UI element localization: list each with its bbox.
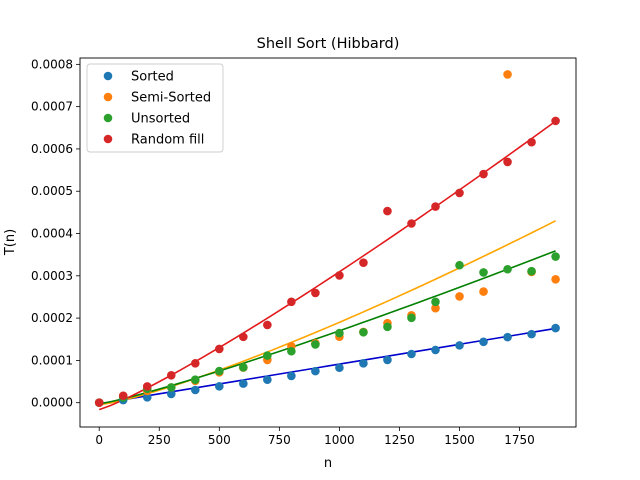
data-point xyxy=(359,258,368,267)
data-point xyxy=(190,359,200,368)
data-point xyxy=(311,288,320,298)
data-point xyxy=(503,70,512,79)
fit-line xyxy=(99,250,556,405)
data-point xyxy=(287,346,296,356)
y-axis-label: T(n) xyxy=(3,229,18,256)
legend-marker xyxy=(103,92,113,102)
data-point xyxy=(359,327,368,337)
data-point xyxy=(263,351,272,360)
x-tick-label: 1250 xyxy=(384,433,415,447)
data-point xyxy=(551,275,560,284)
chart-title: Shell Sort (Hibbard) xyxy=(257,36,400,52)
data-point xyxy=(118,391,128,401)
y-tick-label: 0.0005 xyxy=(31,184,73,198)
data-point xyxy=(479,287,488,296)
data-point xyxy=(94,398,104,407)
x-tick-label: 1750 xyxy=(504,433,535,447)
data-point xyxy=(166,370,176,380)
x-axis: 0 250 500 750 1000 1250 1500 1750 xyxy=(95,427,535,447)
data-point xyxy=(190,385,200,395)
y-tick-label: 0.0001 xyxy=(31,353,73,367)
data-point xyxy=(166,389,176,399)
data-point xyxy=(527,137,536,147)
legend-label: Random fill xyxy=(131,133,204,148)
data-point xyxy=(142,382,152,391)
y-tick-label: 0.0007 xyxy=(31,100,73,114)
legend-label: Unsorted xyxy=(131,112,190,127)
data-point xyxy=(383,355,392,365)
data-point xyxy=(455,292,464,301)
data-point xyxy=(527,329,536,339)
data-point xyxy=(503,332,512,342)
data-point xyxy=(335,328,344,338)
fit-line xyxy=(98,120,557,411)
x-tick-label: 500 xyxy=(208,433,231,447)
data-point xyxy=(551,252,560,261)
data-point xyxy=(166,383,176,392)
data-point xyxy=(311,340,320,349)
plot-frame xyxy=(79,57,577,428)
data-point xyxy=(215,344,224,354)
data-point xyxy=(479,337,488,347)
legend-marker xyxy=(103,113,113,123)
legend: Sorted Semi-Sorted Unsorted Random fill xyxy=(86,63,224,153)
legend-label: Sorted xyxy=(131,70,174,85)
data-point xyxy=(407,313,416,323)
data-point xyxy=(263,375,272,384)
data-point xyxy=(311,366,320,376)
data-points xyxy=(94,70,560,407)
data-point xyxy=(551,323,560,333)
y-tick-label: 0.0002 xyxy=(31,311,73,325)
y-tick-label: 0.0004 xyxy=(31,227,73,241)
data-point xyxy=(431,202,440,211)
x-tick-label: 1500 xyxy=(444,433,475,447)
y-tick-label: 0.0006 xyxy=(31,142,73,156)
data-point xyxy=(551,116,560,126)
y-axis: 0.0000 0.0001 0.0002 0.0003 0.0004 0.0005 0.00… xyxy=(31,57,80,410)
data-point xyxy=(383,206,392,216)
data-point xyxy=(215,366,224,376)
data-point xyxy=(239,379,248,388)
data-point xyxy=(335,271,344,280)
data-point xyxy=(431,297,440,307)
data-point xyxy=(190,375,200,385)
data-point xyxy=(479,169,488,179)
legend-box xyxy=(86,63,224,153)
data-point xyxy=(503,264,512,274)
data-point xyxy=(287,297,296,307)
data-point xyxy=(407,349,416,359)
x-tick-label: 0 xyxy=(95,433,103,447)
data-point xyxy=(455,260,464,270)
data-point xyxy=(263,320,272,330)
x-axis-label: n xyxy=(324,456,332,471)
x-tick-label: 1000 xyxy=(324,433,355,447)
data-point xyxy=(527,266,536,276)
legend-label: Semi-Sorted xyxy=(131,91,211,106)
x-tick-label: 750 xyxy=(268,433,291,447)
legend-marker xyxy=(103,134,113,144)
data-point xyxy=(503,157,512,167)
data-point xyxy=(359,359,368,368)
data-point xyxy=(431,303,440,313)
data-point xyxy=(287,371,296,381)
legend-marker xyxy=(103,71,113,81)
data-point xyxy=(455,341,464,350)
data-point xyxy=(455,188,464,198)
data-point xyxy=(431,345,440,355)
y-tick-label: 0.0008 xyxy=(31,57,73,71)
x-tick-label: 250 xyxy=(148,433,171,447)
data-point xyxy=(239,363,248,372)
data-point xyxy=(407,219,416,228)
data-point xyxy=(383,322,392,332)
y-tick-label: 0.0000 xyxy=(31,396,73,410)
data-point xyxy=(142,393,152,402)
data-point xyxy=(215,382,224,391)
data-point xyxy=(335,363,344,373)
y-tick-label: 0.0003 xyxy=(31,269,73,283)
data-point xyxy=(239,332,248,342)
data-point xyxy=(479,268,488,277)
